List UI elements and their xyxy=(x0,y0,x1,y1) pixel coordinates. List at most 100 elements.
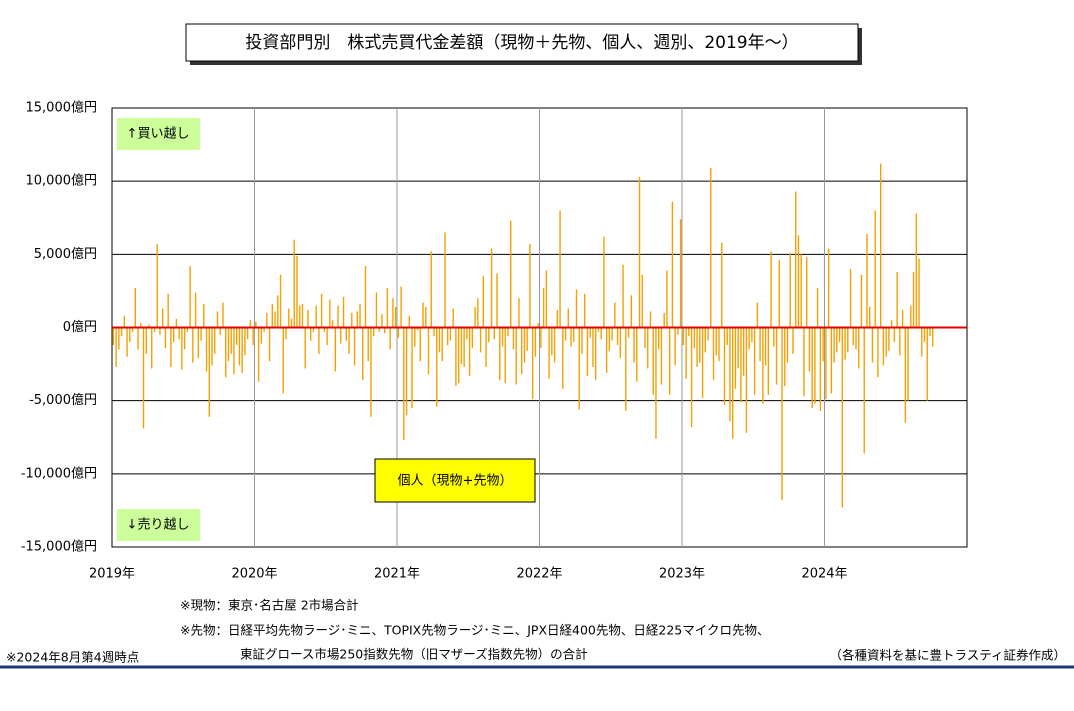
bar xyxy=(674,327,676,366)
bar xyxy=(463,327,465,368)
bar xyxy=(860,274,863,328)
x-tick-label: 2022年 xyxy=(516,567,562,582)
bar xyxy=(356,311,358,328)
bar xyxy=(838,327,841,343)
sell-box xyxy=(117,509,200,541)
bar xyxy=(383,327,386,334)
bar xyxy=(397,327,400,338)
bar xyxy=(362,327,364,381)
bar xyxy=(575,289,578,328)
bar xyxy=(904,327,907,423)
y-tick-label: -5,000億円 xyxy=(29,392,97,408)
bar xyxy=(879,163,882,328)
bar xyxy=(627,327,630,338)
bar xyxy=(126,327,128,357)
bar xyxy=(792,327,794,354)
bar xyxy=(685,327,687,379)
bar xyxy=(235,327,238,346)
bar xyxy=(734,327,737,389)
bar xyxy=(737,327,739,369)
bar xyxy=(877,327,879,378)
bar xyxy=(444,232,446,328)
bar xyxy=(351,312,353,328)
bar xyxy=(353,327,356,366)
bar xyxy=(370,327,372,417)
sell-label: ↓売り越し xyxy=(127,517,190,533)
bar xyxy=(337,305,339,328)
series-box xyxy=(374,458,536,503)
bar xyxy=(649,311,652,328)
bar xyxy=(869,307,871,328)
bar xyxy=(438,327,441,353)
bar xyxy=(389,327,391,350)
bar xyxy=(778,260,780,328)
bar xyxy=(592,327,594,368)
bar xyxy=(784,327,786,387)
bar xyxy=(515,327,517,385)
bar xyxy=(912,271,915,328)
x-tick-label: 2021年 xyxy=(374,567,420,582)
bar xyxy=(252,327,254,346)
bar xyxy=(885,327,887,357)
bar xyxy=(608,327,611,351)
bar xyxy=(186,327,189,332)
bar xyxy=(542,287,545,328)
bar xyxy=(419,327,421,362)
bar xyxy=(501,327,504,347)
bar xyxy=(249,320,252,328)
y-tick-label: 15,000億円 xyxy=(26,100,98,116)
buy-label: ↑買い越し xyxy=(127,127,190,142)
bar xyxy=(699,327,701,363)
bar xyxy=(452,308,454,328)
bar xyxy=(729,327,731,422)
y-tick-label: -10,000億円 xyxy=(21,465,97,481)
bar xyxy=(405,327,408,416)
bar xyxy=(811,327,813,408)
bar xyxy=(808,327,811,372)
bar xyxy=(238,327,241,366)
bar xyxy=(668,327,671,395)
bar xyxy=(770,251,772,328)
bar xyxy=(622,264,624,328)
bar xyxy=(219,327,221,335)
bar xyxy=(140,323,142,328)
bar xyxy=(285,327,287,340)
bar xyxy=(677,327,679,335)
bar xyxy=(499,327,501,381)
bar xyxy=(137,327,139,350)
y-tick-label: 0億円 xyxy=(63,319,97,335)
bar xyxy=(156,244,158,328)
bar xyxy=(693,327,696,348)
bar xyxy=(712,327,715,381)
bar xyxy=(151,327,153,369)
bar xyxy=(331,320,334,328)
bar xyxy=(701,327,704,398)
x-tick-label: 2020年 xyxy=(231,567,277,582)
bar xyxy=(858,327,860,369)
bar xyxy=(874,210,876,328)
bar xyxy=(307,309,309,328)
bar xyxy=(723,327,726,406)
bar xyxy=(244,327,246,356)
bar xyxy=(512,327,515,350)
bar xyxy=(455,327,457,387)
bar xyxy=(562,327,564,389)
bar xyxy=(753,327,756,395)
bar xyxy=(386,287,389,328)
bar xyxy=(323,327,326,332)
bar xyxy=(118,327,120,350)
bar xyxy=(537,323,539,328)
bar xyxy=(403,327,405,441)
bar xyxy=(263,327,265,332)
bar xyxy=(474,307,476,328)
bar xyxy=(246,327,249,340)
bar xyxy=(282,327,284,394)
bar xyxy=(822,327,824,362)
bar xyxy=(164,327,167,348)
bar xyxy=(797,235,800,328)
bar xyxy=(795,191,797,328)
bar xyxy=(520,327,523,375)
bar xyxy=(644,327,646,348)
bar xyxy=(559,210,561,328)
bar xyxy=(340,327,342,344)
